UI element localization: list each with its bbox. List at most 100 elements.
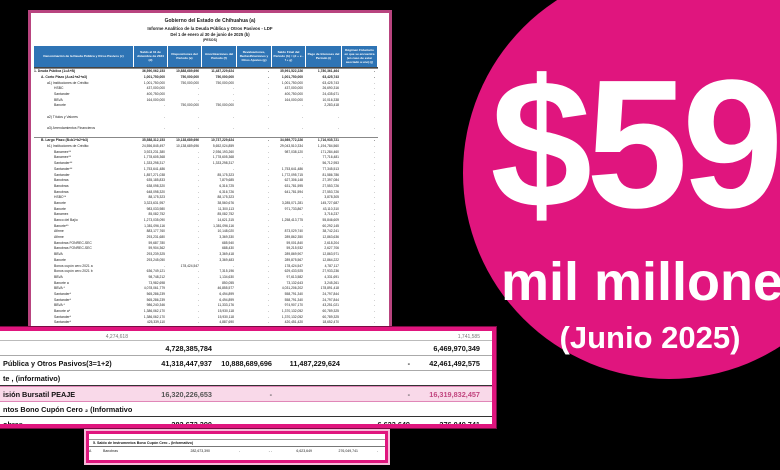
row-value: 3,285,071,281 xyxy=(281,200,303,205)
row-value: - xyxy=(197,252,199,257)
row-value: 2,627,706 xyxy=(324,246,339,251)
bono-cupon-cero-header: 5. Saldo de Instrumentos Bono Cupón Cero… xyxy=(89,440,385,447)
magnified-row-label: ntos Bono Cupón Cero ₂ (Informativo) xyxy=(3,404,132,414)
row-value: - xyxy=(373,223,375,228)
row-value: 24,556,845,497 xyxy=(142,144,165,149)
footnote-row-value: - xyxy=(376,449,378,453)
row-value: - xyxy=(197,126,199,131)
row-value: 3,369,483 xyxy=(219,257,234,262)
magnified-row-label: Pública y Otros Pasivos(3=1+2) xyxy=(3,358,112,368)
row-value: 1,194,784,560 xyxy=(317,144,339,149)
footnote-row-value: A xyxy=(89,449,92,453)
column-header-7: Régimen Fiduciario en que se encuentra (… xyxy=(342,45,378,68)
row-value: - xyxy=(197,303,199,308)
row-value: - xyxy=(197,195,199,200)
row-label: Banobras FONREC-SEC xyxy=(54,246,92,251)
magnified-rows: 4,728,385,784 6,469,970,349 Pública y Otro… xyxy=(0,341,492,428)
row-value: - xyxy=(301,223,303,228)
table-row: BBVA 98,748,212 - 1,134,630 - 97,613,582 4,331… xyxy=(34,275,378,281)
magnified-row-value: 282,673,390 xyxy=(171,419,212,428)
row-value: 627,306,148 xyxy=(284,178,303,183)
report-entity-title: Gobierno del Estado de Chihuahua (a) xyxy=(164,18,256,24)
row-value: - xyxy=(267,291,269,296)
row-value: 164,000,000 xyxy=(284,97,303,102)
row-value: 24,797,844 xyxy=(322,297,339,302)
row-value: - xyxy=(267,91,269,96)
row-value: - xyxy=(373,218,375,223)
row-label: Santander* xyxy=(54,314,71,319)
row-value: 73,132,643 xyxy=(286,280,303,285)
row-value: - xyxy=(232,86,234,91)
row-value: - xyxy=(373,280,375,285)
row-value xyxy=(134,132,168,138)
row-value: - xyxy=(267,86,269,91)
row-value: 1,273,035,090 xyxy=(143,218,165,223)
row-value: 3,878,305 xyxy=(324,195,339,200)
row-value: 26,690,316 xyxy=(322,86,339,91)
row-value: 750,000,000 xyxy=(180,103,199,108)
magnified-row-value: - xyxy=(407,389,410,399)
row-label: BBVA xyxy=(54,252,63,257)
row-value: - xyxy=(373,149,375,154)
row-value: 59,215,932 xyxy=(286,246,303,251)
table-row: Banorte - 750,000,000 750,000,000 - - 2,283,41… xyxy=(34,103,378,109)
row-value: 289,869,907 xyxy=(284,252,303,257)
table-row: Banobras FONREC-SEC 59,904,362 - 688,430 - 59… xyxy=(34,246,378,252)
row-label: Bonos cupón cero 2021 a xyxy=(54,263,93,268)
row-value: 883,177,760 xyxy=(146,229,165,234)
row-value: - xyxy=(197,86,199,91)
row-label: Banorte** xyxy=(54,223,69,228)
partial-value: 4,274,618 xyxy=(105,334,128,340)
magnified-row: te , (informativo) xyxy=(0,371,492,386)
row-value: 85,175,323 xyxy=(217,172,234,177)
row-value: 60,292,145 xyxy=(322,223,339,228)
table-row: Banorte 293,245,050 - 3,369,483 - 289,875,567… xyxy=(34,258,378,264)
row-value: 36,590,062,153 xyxy=(142,69,165,74)
row-value: 164,000,000 xyxy=(146,97,165,102)
row-value: 2,618,204 xyxy=(324,240,339,245)
report-name-title: Informe Analítico de la Deuda Pública y … xyxy=(147,25,273,31)
row-label: A. Corto Plazo (A=a1+a2+a3) xyxy=(41,74,88,79)
row-label: Banco del Bajío xyxy=(54,218,78,223)
row-value: - xyxy=(232,114,234,119)
row-value: - xyxy=(373,195,375,200)
row-value: - xyxy=(197,114,199,119)
row-value: 983,033,980 xyxy=(146,206,165,211)
row-value: 178,424,547 xyxy=(284,263,303,268)
row-value: - xyxy=(267,114,269,119)
table-row: BBVA 293,239,325 - 3,369,418 - 289,869,907 12,… xyxy=(34,252,378,258)
table-row: B. Largo Plazo (B=b1+b2+b3) 35,588,312,15… xyxy=(34,137,378,144)
row-value: 750,000,000 xyxy=(215,74,234,79)
row-value: 437,000,000 xyxy=(146,86,165,91)
row-value: - xyxy=(373,269,375,274)
row-value: - xyxy=(267,178,269,183)
row-value: - xyxy=(373,166,375,171)
row-value: - xyxy=(163,103,165,108)
row-value: 1,778,605,368 xyxy=(212,155,234,160)
row-value: 1,753,641,486 xyxy=(143,166,165,171)
row-value: 750,000,000 xyxy=(180,74,199,79)
table-row: HSBC 437,000,000 - - - 437,000,000 26,690,316 - xyxy=(34,86,378,92)
row-value: 38,560,676 xyxy=(217,200,234,205)
table-row: Banorte 983,033,980 - 11,300,113 - 971,733,86… xyxy=(34,207,378,213)
row-label: a2) Títulos y Valores xyxy=(47,114,78,119)
magnified-row-value: 6,469,970,349 xyxy=(433,343,480,353)
row-value: 987,038,120 xyxy=(284,149,303,154)
row-value: - xyxy=(373,172,375,177)
row-label: Afirme xyxy=(54,229,64,234)
row-value: - xyxy=(267,303,269,308)
row-value: - xyxy=(267,103,269,108)
report-period-title: Del 1 de enero al 30 de junio de 2025 (b… xyxy=(170,31,250,37)
row-value: - xyxy=(373,161,375,166)
row-value: 11,300,113 xyxy=(217,206,234,211)
row-value: - xyxy=(267,155,269,160)
row-value: - xyxy=(373,189,375,194)
magnified-row-value: 16,320,226,653 xyxy=(161,389,212,399)
row-value: - xyxy=(197,91,199,96)
magnified-row-value: 10,888,689,696 xyxy=(221,358,272,368)
row-value: 81,586,786 xyxy=(322,172,339,177)
row-value: - xyxy=(373,320,375,325)
row-value: - xyxy=(373,97,375,102)
row-label: Banobras xyxy=(54,189,69,194)
row-value: - xyxy=(373,274,375,279)
